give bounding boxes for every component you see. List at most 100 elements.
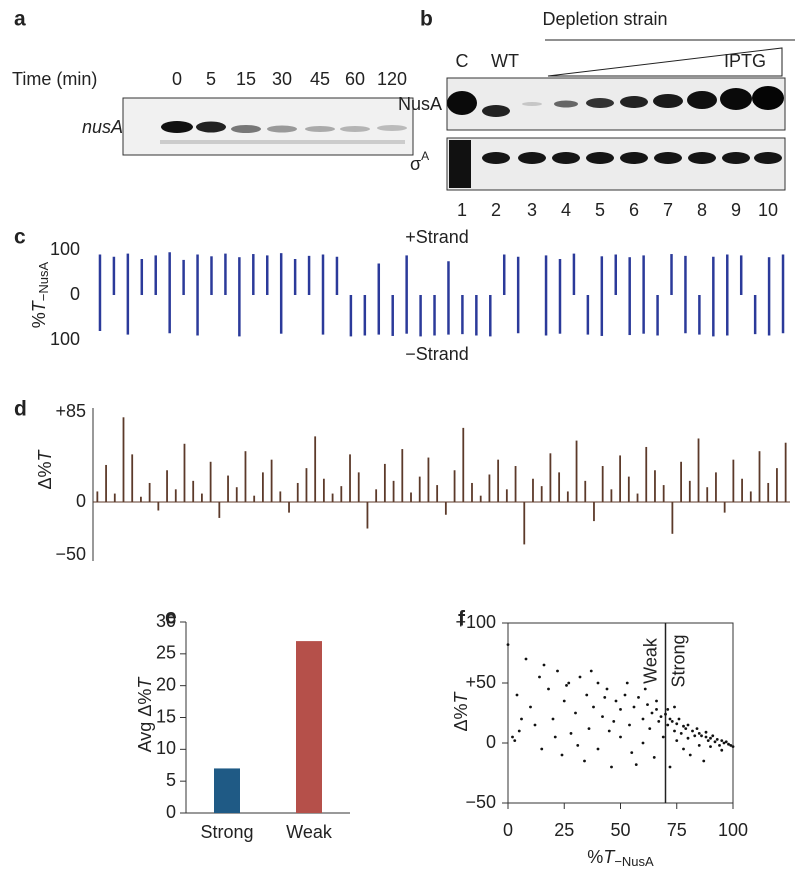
y-tick-label: 10 <box>156 738 176 758</box>
y-tick-label: 0 <box>166 802 176 822</box>
point <box>686 723 690 727</box>
panel-letter: d <box>14 398 27 421</box>
point <box>553 735 557 739</box>
point <box>612 720 616 723</box>
time-tick: 60 <box>345 69 365 89</box>
axis-label: Δ%T <box>451 690 471 731</box>
y-tick-label: −50 <box>55 544 86 564</box>
label-sub: −NusA <box>36 261 51 301</box>
point <box>655 708 658 711</box>
point <box>517 729 521 733</box>
point <box>511 735 514 739</box>
plot-frame <box>507 622 734 804</box>
point <box>540 747 544 751</box>
point <box>693 734 697 738</box>
lane-number: 7 <box>663 200 673 220</box>
point <box>533 723 537 727</box>
gel-b-bands <box>447 86 784 188</box>
time-tick: 0 <box>172 69 182 89</box>
point <box>691 729 694 733</box>
axis-label: %T−NusA <box>29 261 52 328</box>
x-tick-label: 100 <box>718 820 748 840</box>
y-tick-label: +85 <box>55 401 86 421</box>
point <box>652 756 656 759</box>
strain-label: Depletion strain <box>542 9 667 29</box>
point <box>634 763 638 766</box>
y-tick-label: 0 <box>486 732 496 752</box>
point <box>684 727 688 730</box>
point <box>565 684 568 687</box>
point <box>637 696 640 699</box>
point <box>596 747 600 751</box>
y-tick-label: +100 <box>455 612 496 632</box>
point <box>646 703 649 706</box>
label-prefix: % <box>29 312 49 328</box>
point <box>682 724 685 728</box>
point <box>706 739 710 742</box>
gene-label: nusA <box>82 117 123 137</box>
point <box>664 712 667 716</box>
point <box>556 669 559 673</box>
gel-a-bands <box>160 121 407 144</box>
label-var: T <box>603 847 616 867</box>
point <box>670 720 674 723</box>
point <box>666 723 670 727</box>
point <box>688 753 692 757</box>
point <box>614 699 618 703</box>
point <box>515 693 519 697</box>
point <box>551 717 555 721</box>
point <box>520 717 523 721</box>
time-tick: 30 <box>272 69 292 89</box>
point <box>659 715 663 718</box>
point <box>695 727 699 730</box>
x-tick-label: Strong <box>200 822 253 842</box>
point <box>513 739 517 742</box>
point <box>679 732 683 735</box>
point <box>506 643 510 646</box>
label-var: T <box>35 448 55 461</box>
point <box>574 711 577 715</box>
x-tick-label: 0 <box>503 820 513 840</box>
lane-number: 6 <box>629 200 639 220</box>
label-var: T <box>135 676 155 689</box>
point <box>560 753 564 757</box>
point <box>709 745 712 748</box>
sigma: σ <box>410 154 421 174</box>
axis-label: Δ%T <box>35 448 55 489</box>
point <box>677 717 681 721</box>
point <box>675 722 679 726</box>
threshold-label: Weak <box>640 637 660 684</box>
point <box>704 730 708 734</box>
inducer-label: IPTG <box>724 51 766 71</box>
label-prefix: % <box>587 847 603 867</box>
point <box>661 735 665 739</box>
label-sub: −NusA <box>614 854 654 869</box>
point <box>709 736 712 740</box>
label-var: T <box>451 690 471 703</box>
point <box>538 675 541 679</box>
point <box>547 687 550 691</box>
label-var: T <box>29 299 49 312</box>
bar <box>296 641 322 813</box>
lane-number: 1 <box>457 200 467 220</box>
time-label: Time (min) <box>12 69 97 89</box>
point <box>576 744 580 747</box>
bar <box>214 768 240 813</box>
point <box>724 740 728 744</box>
point <box>619 735 622 739</box>
time-tick: 15 <box>236 69 256 89</box>
point <box>697 744 701 747</box>
point <box>668 765 672 769</box>
point <box>700 734 703 738</box>
label-prefix: Δ% <box>35 461 55 489</box>
point <box>697 732 701 735</box>
panel-letter: f <box>458 608 466 631</box>
point <box>587 727 591 730</box>
point <box>720 748 724 752</box>
point <box>643 687 647 691</box>
point <box>641 741 645 745</box>
y-tick-label: 20 <box>156 674 176 694</box>
point <box>589 669 593 673</box>
y-tick-label: +50 <box>465 672 496 692</box>
row-label: NusA <box>398 94 442 114</box>
